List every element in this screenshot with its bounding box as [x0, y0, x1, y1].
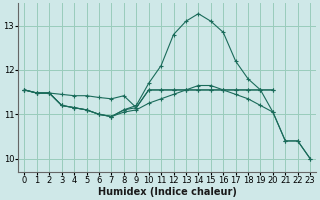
X-axis label: Humidex (Indice chaleur): Humidex (Indice chaleur) [98, 187, 237, 197]
